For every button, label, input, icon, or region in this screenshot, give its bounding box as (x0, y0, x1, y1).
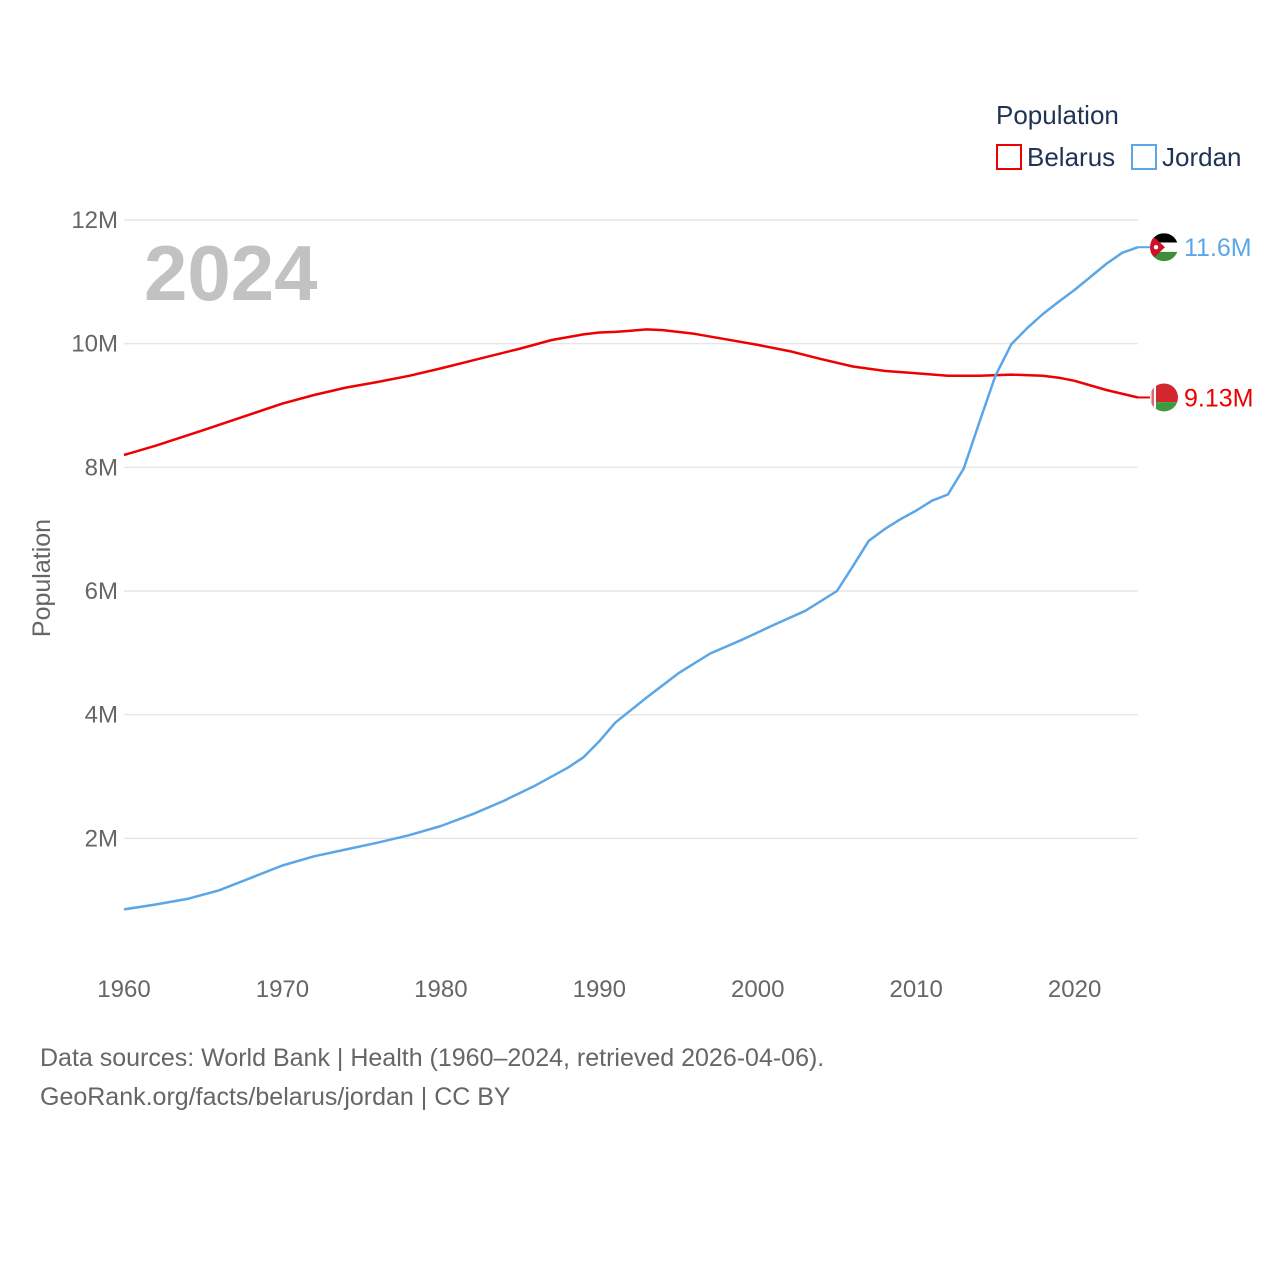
belarus-flag-icon (1150, 383, 1178, 412)
y-tick-label: 10M (71, 331, 118, 358)
series-end-labels: 9.13M 11.6M (1138, 233, 1253, 412)
end-label-belarus: 9.13M (1184, 384, 1253, 412)
end-label-jordan: 11.6M (1184, 234, 1252, 262)
jordan-flag-icon (1150, 233, 1178, 262)
y-tick-label: 4M (85, 702, 118, 729)
x-tick-label: 2020 (1048, 976, 1101, 1003)
legend-swatch-jordan (1131, 144, 1157, 170)
x-tick-label: 2010 (889, 976, 942, 1003)
legend: Population Belarus Jordan (996, 100, 1242, 172)
series-line-belarus (123, 328, 1139, 457)
y-tick-label: 2M (85, 825, 118, 852)
legend-title: Population (996, 100, 1119, 130)
x-axis-ticks: 1960 1970 1980 1990 2000 2010 2020 (97, 976, 1101, 1003)
legend-swatch-belarus (996, 144, 1022, 170)
y-axis-ticks: 2M 4M 6M 8M 10M 12M (71, 207, 118, 852)
legend-label-jordan: Jordan (1162, 142, 1242, 172)
y-axis-title: Population (28, 519, 56, 637)
legend-item-jordan[interactable]: Jordan (1131, 142, 1242, 172)
footer-sources: Data sources: World Bank | Health (1960–… (40, 1044, 825, 1072)
x-tick-label: 1960 (97, 976, 150, 1003)
series-lines (123, 246, 1139, 911)
year-label: 2024 (144, 229, 318, 317)
gridlines (124, 219, 1138, 840)
y-tick-label: 8M (85, 454, 118, 481)
legend-label-belarus: Belarus (1027, 142, 1115, 172)
footer-attribution[interactable]: GeoRank.org/facts/belarus/jordan | CC BY (40, 1083, 511, 1111)
series-line-jordan (123, 246, 1139, 911)
x-tick-label: 2000 (731, 976, 784, 1003)
y-tick-label: 12M (71, 207, 118, 234)
legend-item-belarus[interactable]: Belarus (996, 142, 1115, 172)
y-tick-label: 6M (85, 578, 118, 605)
x-tick-label: 1990 (573, 976, 626, 1003)
x-tick-label: 1970 (256, 976, 309, 1003)
x-tick-label: 1980 (414, 976, 467, 1003)
